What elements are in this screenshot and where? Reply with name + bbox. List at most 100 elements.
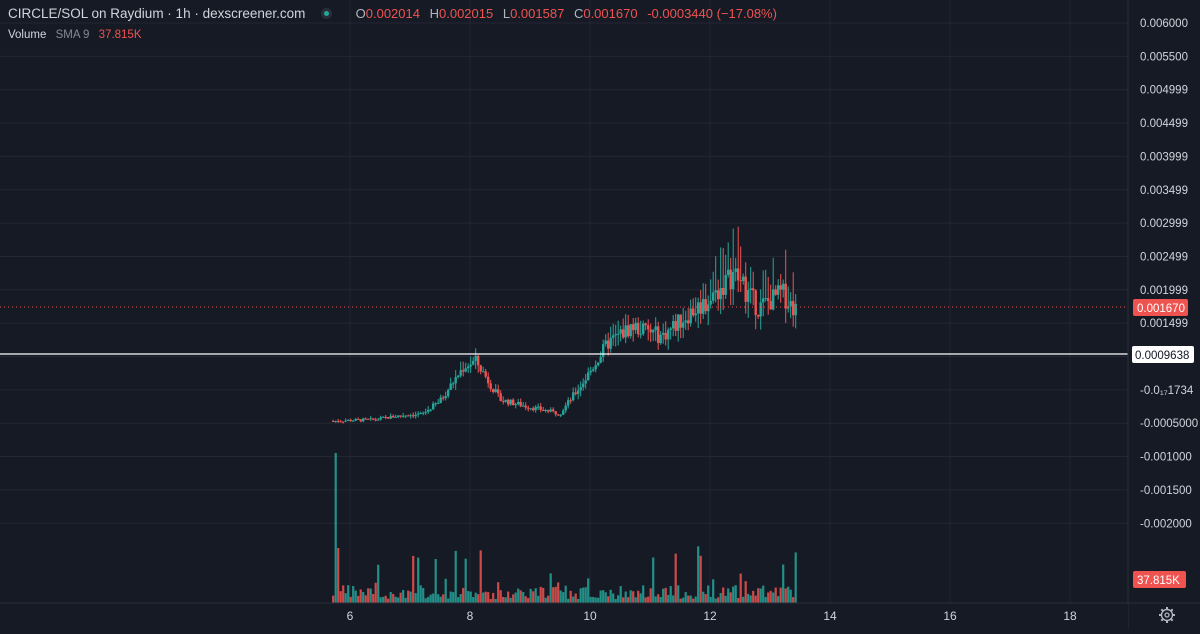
volume-legend-value: 37.815K (98, 29, 142, 41)
ohlc-open-value: 0.002014 (365, 6, 420, 21)
candle-body (762, 298, 765, 303)
volume-bar (402, 590, 405, 603)
volume-bar (752, 590, 755, 603)
candle-body (554, 411, 557, 415)
candle-body (644, 323, 647, 326)
price-change: -0.0003440 (−17.08%) (647, 6, 777, 21)
volume-bar (427, 596, 430, 603)
hline-price-label: 0.0009638 (1135, 350, 1189, 362)
price-tick-label: -0.0005000 (1140, 418, 1198, 430)
volume-bar (407, 590, 410, 603)
candle-body (569, 400, 572, 402)
volume-bar (424, 598, 427, 603)
candle-body (659, 334, 662, 344)
candle-body (717, 290, 720, 300)
volume-bars (332, 453, 797, 603)
candle-body (597, 362, 600, 366)
volume-bar (622, 597, 625, 603)
volume-bar (334, 453, 337, 603)
volume-bar (462, 587, 465, 603)
ohlc-open-key: O (355, 6, 366, 21)
candle-body (734, 268, 737, 272)
candle-body (357, 418, 360, 420)
price-tick-label: -0.001000 (1140, 452, 1192, 464)
volume-bar (717, 597, 720, 603)
volume-bar (789, 589, 792, 603)
volume-bar (522, 592, 525, 603)
volume-legend-indicator: SMA 9 (55, 29, 90, 41)
candle-body (759, 302, 762, 317)
volume-bar (719, 592, 722, 603)
volume-bar (552, 587, 555, 603)
volume-bar (439, 596, 442, 603)
candle-body (577, 390, 580, 394)
candle-body (369, 418, 372, 420)
volume-bar (519, 590, 522, 603)
volume-bar (419, 585, 422, 603)
candle-body (334, 420, 337, 422)
volume-bar (534, 588, 537, 603)
candle-body (542, 409, 545, 411)
candle-body (354, 418, 357, 421)
volume-bar (529, 588, 532, 603)
candle-body (412, 415, 415, 417)
volume-bar (652, 557, 655, 603)
candle-body (574, 392, 577, 394)
candle-body (777, 285, 780, 295)
volume-bar (482, 592, 485, 603)
volume-bar (759, 588, 762, 603)
candle-body (742, 276, 745, 281)
volume-bar (737, 597, 740, 603)
volume-bar (617, 595, 620, 603)
volume-bar (342, 585, 345, 603)
candle-body (764, 298, 767, 300)
volume-bar (682, 597, 685, 603)
volume-legend-name[interactable]: Volume (8, 29, 47, 41)
volume-bar (337, 548, 340, 603)
volume-bar (464, 558, 467, 603)
candle-body (747, 289, 750, 302)
candle-body (454, 377, 457, 384)
volume-bar (714, 598, 717, 603)
volume-bar (442, 594, 445, 603)
candles (332, 226, 797, 424)
ohlc-close-value: 0.001670 (583, 6, 638, 21)
volume-bar (732, 586, 735, 603)
volume-bar (489, 598, 492, 603)
candle-body (462, 370, 465, 372)
symbol-title[interactable]: CIRCLE/SOL on Raydium · 1h · dexscreener… (8, 6, 306, 21)
candle-body (362, 418, 365, 422)
candle-body (599, 356, 602, 363)
candle-body (682, 322, 685, 328)
volume-bar (647, 596, 650, 603)
candle-body (404, 415, 407, 417)
volume-bar (379, 597, 382, 603)
time-scale[interactable] (0, 603, 1128, 629)
candle-body (667, 329, 670, 340)
volume-bar (639, 593, 642, 603)
gear-icon[interactable] (1159, 607, 1175, 623)
volume-bar (539, 586, 542, 603)
candle-body (459, 370, 462, 376)
candle-body (652, 330, 655, 333)
volume-bar (677, 585, 680, 603)
candle-body (607, 340, 610, 349)
volume-bar (787, 586, 790, 603)
volume-badge-label: 37.815K (1137, 575, 1180, 587)
candle-body (782, 283, 785, 290)
candle-body (739, 280, 742, 282)
price-tick-label: 0.005500 (1140, 51, 1188, 63)
candle-body (529, 408, 532, 410)
volume-bar (649, 588, 652, 603)
candle-body (492, 389, 495, 392)
candle-body (572, 392, 575, 401)
volume-bar (499, 590, 502, 603)
ohlc-low-value: 0.001587 (510, 6, 565, 21)
candle-body (434, 403, 437, 405)
volume-bar (777, 596, 780, 603)
candle-body (472, 360, 475, 365)
volume-bar (569, 590, 572, 603)
volume-bar (782, 564, 785, 603)
